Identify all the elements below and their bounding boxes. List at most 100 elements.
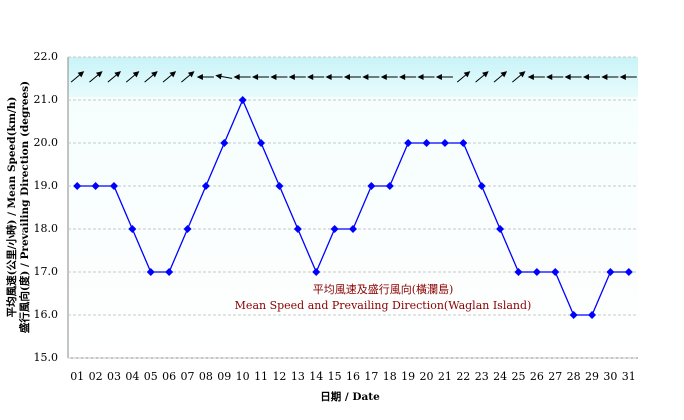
direction-arrow: [233, 74, 251, 80]
direction-arrow: [512, 71, 526, 83]
x-tick-label: 07: [181, 370, 195, 383]
x-tick-label: 01: [70, 370, 84, 383]
data-point: [312, 268, 321, 276]
y-axis-label: 平均風速(公里/小時) / Mean Speed(km/h): [5, 97, 18, 318]
plot-area: [68, 57, 638, 358]
direction-arrow: [601, 74, 619, 80]
direction-arrow: [475, 71, 489, 83]
data-point: [349, 225, 357, 233]
direction-arrow: [456, 71, 471, 83]
data-point: [385, 182, 394, 190]
data-point: [257, 139, 266, 147]
direction-arrow: [251, 74, 270, 80]
y-tick-label: 16.0: [34, 308, 59, 321]
y-tick-label: 22.0: [34, 50, 59, 63]
x-tick-label: 29: [585, 370, 599, 383]
x-tick-label: 27: [548, 370, 562, 383]
y-tick-label: 18.0: [34, 222, 59, 235]
direction-arrow: [70, 71, 85, 83]
data-point: [404, 139, 413, 147]
direction-arrow: [619, 74, 637, 80]
y-tick-label: 17.0: [34, 265, 59, 278]
data-point: [146, 268, 155, 276]
x-tick-label: 26: [530, 370, 544, 383]
y-tick-label: 20.0: [34, 136, 59, 149]
data-point: [624, 268, 633, 276]
x-tick-label: 20: [420, 370, 434, 383]
data-point: [330, 225, 339, 233]
direction-arrow: [107, 71, 121, 83]
data-point: [109, 182, 118, 190]
data-point: [275, 182, 284, 190]
x-tick-label: 30: [603, 370, 617, 383]
x-tick-label: 15: [328, 370, 342, 383]
annotation: Mean Speed and Prevailing Direction(Wagl…: [235, 299, 532, 312]
direction-arrow: [417, 74, 435, 80]
x-tick-label: 10: [236, 370, 250, 383]
direction-arrow: [162, 71, 177, 83]
x-tick-label: 22: [456, 370, 470, 383]
direction-arrow: [435, 74, 453, 80]
direction-arrow: [325, 74, 343, 80]
direction-arrow: [546, 74, 564, 80]
data-point: [551, 268, 560, 276]
direction-arrow: [493, 71, 508, 83]
annotation: 平均風速及盛行風向(橫瀾島): [313, 282, 454, 296]
x-tick-label: 03: [107, 370, 121, 383]
direction-arrow: [343, 74, 361, 80]
x-tick-label: 04: [125, 370, 139, 383]
x-tick-label: 31: [622, 370, 636, 383]
data-point: [606, 268, 615, 276]
data-point: [165, 268, 174, 276]
y-axis-label: 盛行風向(度) / Prevailing Direction (degrees): [18, 81, 31, 333]
x-axis-label: 日期 / Date: [320, 390, 380, 403]
data-point: [496, 225, 505, 233]
data-point: [293, 225, 302, 233]
direction-arrow: [399, 74, 417, 80]
x-tick-label: 19: [401, 370, 415, 383]
data-point: [201, 182, 210, 190]
x-tick-label: 24: [493, 370, 507, 383]
x-tick-label: 28: [567, 370, 581, 383]
direction-arrow: [362, 74, 380, 80]
data-point: [569, 311, 578, 319]
data-point: [220, 139, 229, 147]
direction-arrow: [564, 74, 582, 80]
direction-arrow: [270, 74, 288, 80]
direction-arrow: [582, 74, 601, 80]
x-tick-label: 18: [383, 370, 397, 383]
x-tick-label: 05: [144, 370, 158, 383]
x-tick-label: 25: [511, 370, 525, 383]
direction-arrow: [288, 74, 306, 80]
x-tick-label: 23: [475, 370, 489, 383]
direction-arrow: [144, 71, 158, 83]
data-point: [367, 182, 376, 190]
data-point: [422, 139, 431, 147]
direction-arrow: [125, 71, 140, 83]
x-tick-label: 12: [272, 370, 286, 383]
data-point: [128, 225, 137, 233]
y-tick-label: 15.0: [34, 351, 59, 364]
data-point: [514, 268, 523, 276]
x-tick-label: 08: [199, 370, 213, 383]
direction-arrow: [89, 71, 103, 83]
direction-arrow: [181, 71, 195, 83]
x-tick-label: 13: [291, 370, 305, 383]
data-point: [73, 182, 82, 190]
data-point: [238, 96, 247, 104]
data-point: [91, 182, 100, 190]
x-tick-label: 09: [217, 370, 231, 383]
direction-arrow: [215, 73, 233, 80]
x-tick-label: 11: [254, 370, 268, 383]
data-point: [459, 139, 468, 147]
x-tick-label: 14: [309, 370, 323, 383]
x-tick-label: 06: [162, 370, 176, 383]
direction-arrow: [527, 74, 545, 80]
direction-arrow: [307, 74, 325, 80]
direction-arrow: [196, 74, 214, 80]
data-point: [183, 225, 192, 233]
x-tick-label: 02: [89, 370, 103, 383]
direction-arrow: [380, 74, 398, 80]
data-point: [477, 182, 486, 190]
x-tick-label: 16: [346, 370, 360, 383]
